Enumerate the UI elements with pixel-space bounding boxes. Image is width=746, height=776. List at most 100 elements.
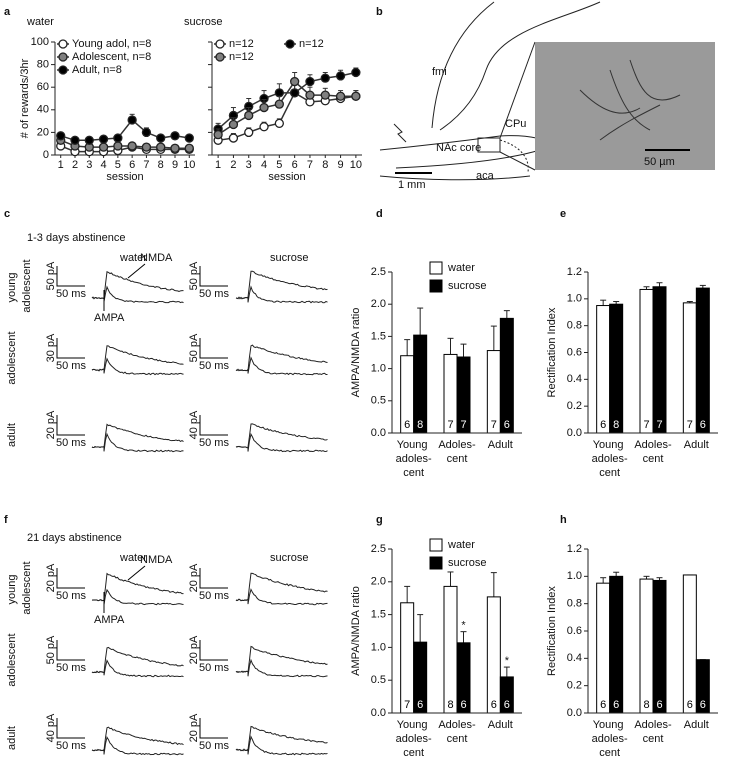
scale-label: 20 pA — [188, 635, 200, 664]
x-tick-label: Young adoles-cent — [396, 719, 432, 759]
point — [305, 76, 315, 87]
diagram-b: fmi CPu NAc core aca 1 mm 50 µm — [379, 1, 715, 191]
label: aca — [476, 170, 495, 182]
point — [290, 76, 300, 87]
scale-label: 50 ms — [56, 437, 86, 449]
trace — [91, 659, 184, 678]
column-title: water — [119, 252, 147, 264]
bar — [682, 302, 697, 434]
legend-swatch — [429, 556, 443, 570]
point — [170, 143, 180, 153]
scale-bar — [199, 266, 228, 287]
series-line — [60, 145, 190, 153]
bar — [639, 578, 654, 714]
trace — [91, 357, 184, 376]
x-tick-label: 6 — [292, 159, 298, 171]
y-tick-label: 0.6 — [567, 625, 582, 637]
trace — [91, 588, 184, 606]
label: 1 mm — [398, 179, 426, 191]
electrode — [393, 123, 407, 143]
legend-marker — [58, 39, 68, 49]
label: 50 µm — [644, 156, 675, 168]
y-tick-label: 0.5 — [371, 395, 386, 407]
trace — [91, 646, 184, 674]
x-axis-label: session — [268, 171, 305, 183]
n-label: 8 — [643, 699, 649, 711]
scale-bar — [199, 568, 228, 589]
point — [274, 88, 284, 98]
y-tick-label: 60 — [37, 81, 49, 93]
n-label: 8 — [613, 419, 619, 431]
row-label: adult — [6, 423, 18, 447]
n-label: 7 — [491, 419, 497, 431]
point — [184, 133, 194, 143]
scale-label: 50 pA — [45, 261, 57, 290]
legend-label: sucrose — [448, 557, 487, 569]
legend-label: Adolescent, n=8 — [72, 51, 151, 63]
n-label: 7 — [643, 419, 649, 431]
x-tick-label: 4 — [101, 159, 107, 171]
legend-swatch — [429, 279, 443, 293]
row-label: adolescent — [6, 633, 18, 686]
bar — [499, 317, 514, 434]
panel-label: f — [4, 514, 8, 526]
scale-label: 50 ms — [56, 590, 86, 602]
outline — [379, 175, 531, 181]
y-tick-label: 1.5 — [371, 330, 386, 342]
panel-label: c — [4, 208, 10, 220]
row-label: young adolescent — [6, 259, 33, 312]
y-tick-label: 0 — [43, 149, 49, 161]
inset-line — [499, 151, 536, 171]
trace — [91, 423, 184, 449]
legend-label: n=12 — [299, 38, 324, 50]
scale-label: 20 pA — [45, 563, 57, 592]
legend-label: sucrose — [448, 280, 487, 292]
legend-marker — [58, 52, 68, 62]
bar — [400, 602, 415, 714]
trace — [235, 645, 328, 673]
scale-label: 50 ms — [199, 662, 229, 674]
point — [335, 91, 346, 101]
scale-label: 50 ms — [199, 360, 229, 372]
point — [98, 134, 109, 144]
point — [141, 142, 152, 152]
point — [244, 110, 254, 121]
x-tick-label: 6 — [129, 159, 135, 171]
point — [274, 99, 284, 109]
y-tick-label: 0.6 — [567, 346, 582, 358]
bar — [609, 303, 624, 434]
point — [170, 131, 180, 141]
scale-label: 50 ms — [199, 740, 229, 752]
y-tick-label: 2.0 — [371, 576, 386, 588]
y-axis-label: AMPA/NMDA ratio — [350, 586, 362, 676]
annotation: * — [505, 655, 510, 667]
point — [244, 127, 254, 138]
y-tick-label: 20 — [37, 126, 49, 138]
y-tick-label: 0.8 — [567, 598, 582, 610]
series-line — [218, 91, 356, 142]
x-tick-label: 2 — [72, 159, 78, 171]
outline — [499, 139, 529, 173]
x-tick-label: Adult — [684, 719, 709, 731]
legend-label: water — [447, 262, 475, 274]
x-tick-label: Adult — [684, 439, 709, 451]
x-tick-label: Adoles-cent — [438, 719, 476, 745]
trace — [235, 285, 328, 304]
y-tick-label: 0.0 — [567, 427, 582, 439]
bar — [596, 582, 611, 714]
x-tick-label: 7 — [307, 159, 313, 171]
trace — [91, 432, 184, 453]
x-tick-label: Adoles-cent — [634, 719, 672, 745]
y-tick-label: 1.0 — [371, 641, 386, 653]
scale-label: 50 pA — [188, 333, 200, 362]
point — [127, 141, 137, 151]
section-title: 1-3 days abstinence — [27, 232, 125, 244]
point — [70, 135, 80, 145]
trace — [235, 658, 328, 678]
scale-bar — [56, 415, 85, 436]
n-label: 6 — [700, 419, 706, 431]
panel-label: d — [376, 208, 383, 220]
scale-label: 50 ms — [56, 360, 86, 372]
n-label: 6 — [504, 419, 510, 431]
